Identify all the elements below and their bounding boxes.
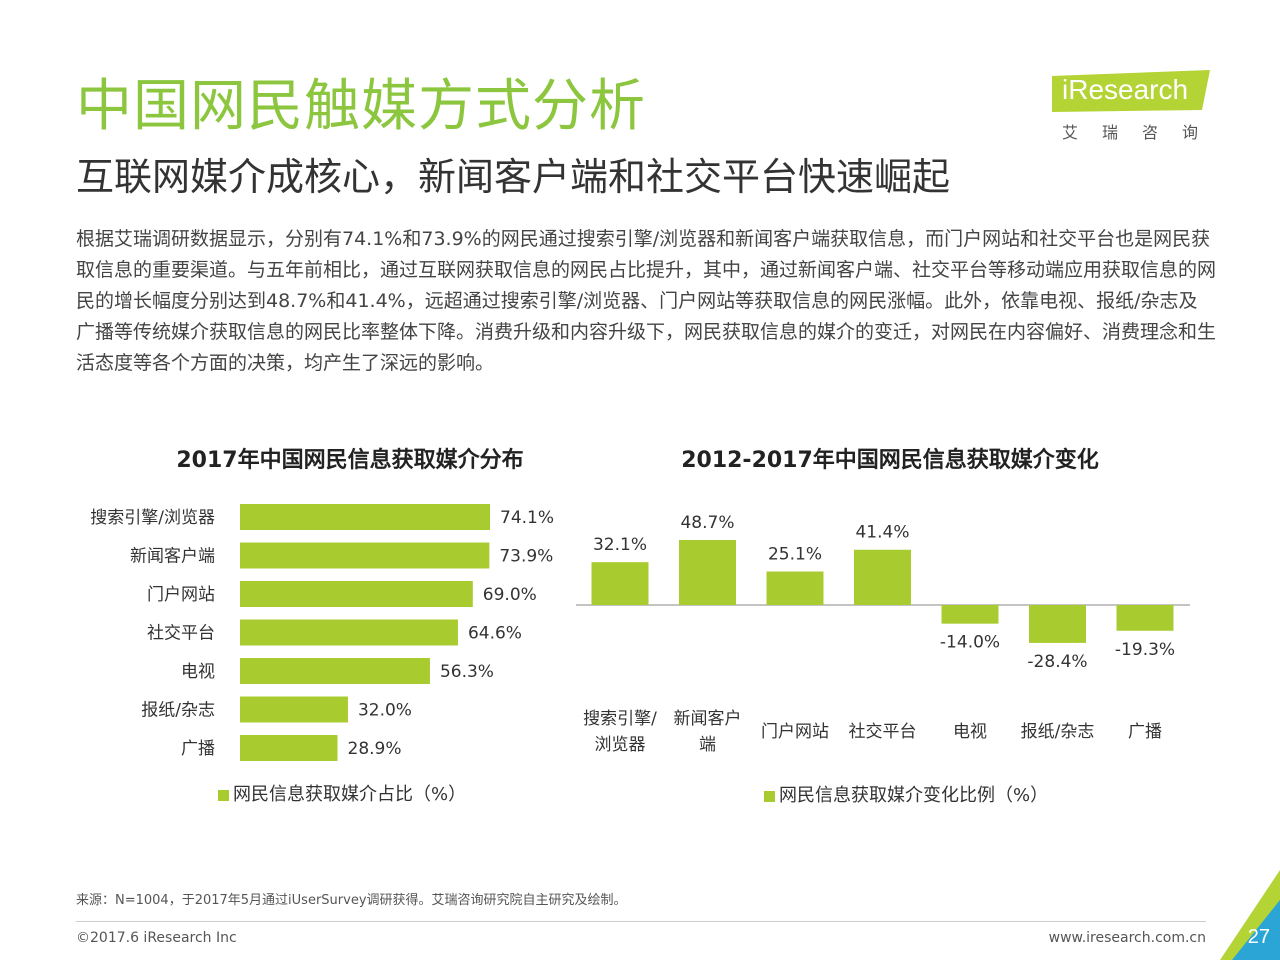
chart2-bar bbox=[854, 549, 911, 605]
chart2-bar bbox=[679, 540, 736, 605]
chart2-title: 2012-2017年中国网民信息获取媒介变化 bbox=[681, 448, 1099, 473]
body-paragraph: 根据艾瑞调研数据显示，分别有74.1%和73.9%的网民通过搜索引擎/浏览器和新… bbox=[76, 228, 1217, 374]
chart2-category-label: 新闻客户 bbox=[674, 709, 742, 729]
chart2-bar bbox=[766, 571, 824, 605]
chart1-bar bbox=[240, 735, 338, 761]
chart1-category-label: 报纸/杂志 bbox=[141, 701, 215, 721]
chart1-category-label: 新闻客户端 bbox=[130, 547, 215, 567]
chart2-category-label: 电视 bbox=[953, 722, 987, 742]
chart1-category-label: 社交平台 bbox=[147, 624, 215, 644]
chart1-data-label: 64.6% bbox=[468, 624, 522, 644]
chart1-data-label: 56.3% bbox=[440, 662, 494, 682]
chart1-category-label: 搜索引擎/浏览器 bbox=[90, 508, 215, 528]
page-subtitle: 互联网媒介成核心，新闻客户端和社交平台快速崛起 bbox=[76, 155, 951, 199]
chart2-category-label: 广播 bbox=[1128, 722, 1162, 742]
chart2-data-label: -19.3% bbox=[1115, 640, 1175, 660]
chart1-data-label: 69.0% bbox=[483, 585, 537, 605]
chart1-data-label: 28.9% bbox=[348, 739, 402, 759]
chart2-data-label: 25.1% bbox=[768, 544, 822, 564]
chart2-bar bbox=[1116, 605, 1174, 631]
page-number: 27 bbox=[1247, 926, 1270, 948]
chart2-bar bbox=[941, 605, 999, 624]
iresearch-logo: iResearch 艾瑞咨询 bbox=[1052, 66, 1220, 150]
chart2-bar bbox=[591, 562, 649, 605]
chart2-legend-swatch bbox=[764, 790, 775, 802]
chart2-data-label: 48.7% bbox=[680, 513, 734, 533]
copyright-text: ©2017.6 iResearch Inc bbox=[76, 930, 237, 946]
chart1-bar bbox=[240, 696, 348, 723]
chart1-bars-group: 搜索引擎/浏览器 74.1% 新闻客户端 73.9% 门户网站 69.0% 社交平台 64.6… bbox=[90, 504, 554, 761]
chart1-category-label: 门户网站 bbox=[147, 585, 215, 605]
chart2-data-label: 41.4% bbox=[855, 523, 909, 543]
chart2-category-label: 搜索引擎/ bbox=[583, 709, 657, 729]
chart1-data-label: 73.9% bbox=[499, 547, 553, 567]
chart1-legend: 网民信息获取媒介占比（%） bbox=[218, 782, 466, 808]
chart1-legend-label: 网民信息获取媒介占比（%） bbox=[233, 784, 467, 805]
chart2-category-label: 报纸/杂志 bbox=[1021, 722, 1095, 742]
chart2-data-label: 32.1% bbox=[593, 535, 647, 555]
chart2-category-label: 门户网站 bbox=[761, 722, 829, 742]
chart2-legend-label: 网民信息获取媒介变化比例（%） bbox=[779, 785, 1049, 806]
chart1-bar bbox=[240, 581, 473, 607]
logo-tag-shape bbox=[1052, 70, 1210, 112]
chart1-data-label: 32.0% bbox=[358, 701, 412, 721]
chart2-category-label: 端 bbox=[699, 735, 716, 755]
chart1-category-label: 电视 bbox=[181, 662, 215, 682]
chart1-bar bbox=[240, 542, 490, 569]
logo-brand-text: iResearch bbox=[1062, 74, 1189, 105]
chart2-category-label: 浏览器 bbox=[595, 735, 646, 755]
chart1-bar bbox=[240, 619, 458, 646]
chart2-bar bbox=[1029, 605, 1086, 643]
chart2-data-label: -14.0% bbox=[940, 633, 1000, 653]
corner-decoration bbox=[1220, 870, 1280, 960]
chart1-category-label: 广播 bbox=[181, 739, 215, 759]
chart2-category-label: 社交平台 bbox=[849, 722, 917, 742]
chart1-legend-swatch bbox=[218, 789, 229, 801]
chart2-legend: 网民信息获取媒介变化比例（%） bbox=[764, 783, 1048, 809]
page-title: 中国网民触媒方式分析 bbox=[76, 74, 646, 139]
chart1-bar bbox=[240, 658, 430, 684]
chart2-bars-group: 32.1% 搜索引擎/浏览器 48.7% 新闻客户端 25.1% 门户网站 41.4% 社交平… bbox=[576, 513, 1190, 755]
website-link[interactable]: www.iresearch.com.cn bbox=[1048, 930, 1206, 946]
logo-chinese-text: 艾瑞咨询 bbox=[1062, 123, 1223, 142]
source-note: 来源：N=1004，于2017年5月通过iUserSurvey调研获得。艾瑞咨询… bbox=[76, 893, 627, 908]
chart1-title: 2017年中国网民信息获取媒介分布 bbox=[176, 448, 524, 473]
footer-divider bbox=[76, 921, 1206, 922]
chart2-data-label: -28.4% bbox=[1027, 652, 1087, 672]
chart1-bar bbox=[240, 504, 490, 530]
chart1-data-label: 74.1% bbox=[500, 508, 554, 528]
